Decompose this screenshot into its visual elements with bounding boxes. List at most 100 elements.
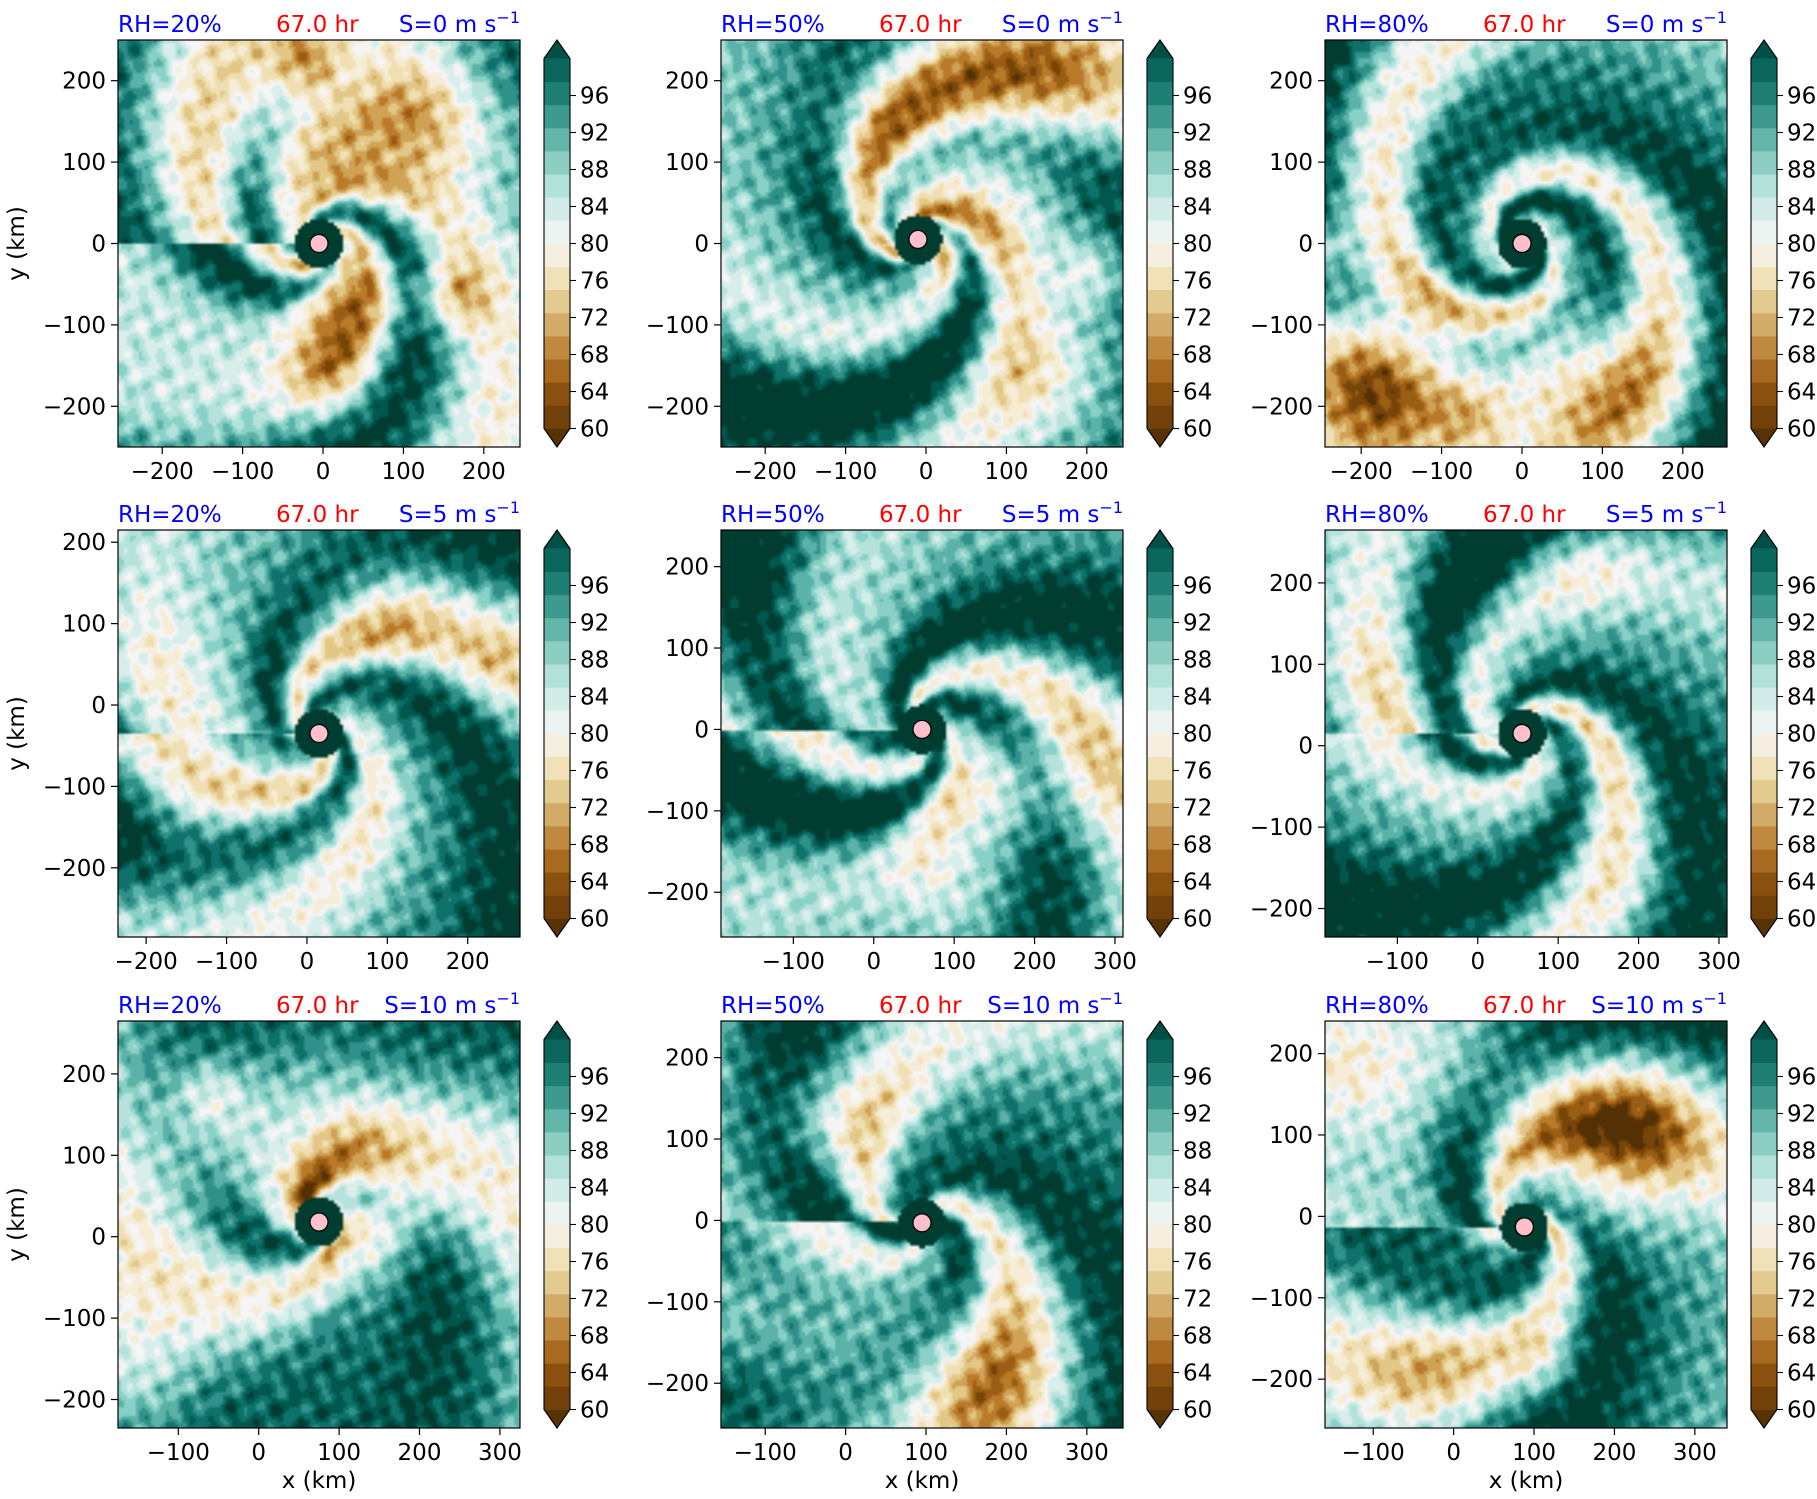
- colorbar-level: [1147, 710, 1173, 734]
- rh-label: RH=50%: [721, 12, 825, 38]
- colorbar-tick-label: 84: [1183, 195, 1212, 221]
- colorbar-level: [544, 687, 570, 711]
- colorbar-tick-label: 84: [580, 685, 609, 711]
- storm-center-marker: [912, 719, 932, 740]
- colorbar-level: [1147, 1132, 1173, 1156]
- colorbar-level: [1751, 1108, 1777, 1133]
- colorbar-level: [1147, 895, 1173, 919]
- colorbar-level: [1147, 58, 1173, 83]
- y-tick-label: 200: [1269, 1042, 1313, 1068]
- time-label: 67.0 hr: [1483, 993, 1566, 1019]
- rh-label: RH=80%: [1325, 993, 1429, 1019]
- colorbar-level: [544, 849, 570, 873]
- colorbar-extend-max: [1751, 40, 1777, 59]
- colorbar-level: [1751, 826, 1777, 850]
- colorbar-tick-label: 72: [580, 306, 609, 332]
- colorbar-level: [1751, 1293, 1777, 1318]
- colorbar-level: [544, 779, 570, 804]
- colorbar-extend-min: [1751, 1409, 1777, 1428]
- y-axis-label: y (km): [4, 696, 30, 771]
- colorbar-level: [544, 872, 570, 896]
- colorbar-tick-label: 68: [1183, 833, 1212, 859]
- colorbar-tick-label: 72: [1787, 796, 1816, 822]
- y-tick-label: −100: [1250, 815, 1313, 841]
- colorbar-level: [1147, 220, 1173, 244]
- colorbar-tick-label: 88: [580, 158, 609, 184]
- panel-r0c1: −200 −100 0 100 200 −200 −100 0 100 200 RH=50% 67.0…: [646, 8, 1212, 485]
- colorbar-tick-label: 64: [1787, 380, 1816, 406]
- x-tick-label: −100: [814, 459, 877, 485]
- y-tick-label: −200: [646, 1371, 709, 1397]
- colorbar-level: [1147, 1108, 1173, 1133]
- colorbar-level: [544, 548, 570, 573]
- shear-label: S=0 m s−1: [1606, 8, 1727, 38]
- colorbar: 60 64 68 72 76 80 84 88 92 96: [1146, 39, 1212, 448]
- colorbar-level: [1751, 802, 1777, 827]
- colorbar-level: [1147, 664, 1173, 688]
- y-tick-label: 200: [665, 555, 709, 581]
- panel-r0c0: −200 −100 0 100 200 −200 −100 0 100 200 RH=20% 67.0…: [4, 8, 609, 485]
- colorbar-level: [544, 1201, 570, 1225]
- colorbar-level: [544, 104, 570, 129]
- y-tick-label: −100: [43, 313, 106, 339]
- colorbar-tick-label: 60: [580, 907, 609, 933]
- colorbar: 60 64 68 72 76 80 84 88 92 96: [543, 1020, 609, 1429]
- colorbar-level: [1751, 733, 1777, 758]
- time-label: 67.0 hr: [276, 993, 359, 1019]
- colorbar-level: [1751, 1340, 1777, 1364]
- x-tick-label: −100: [1342, 1440, 1405, 1466]
- colorbar-tick-label: 76: [1183, 759, 1212, 785]
- colorbar-level: [1751, 687, 1777, 711]
- x-tick-label: 0: [1515, 459, 1530, 485]
- x-axis-label: x (km): [282, 1468, 357, 1494]
- colorbar-level: [1751, 594, 1777, 619]
- colorbar-tick-label: 92: [580, 1102, 609, 1128]
- colorbar-level: [1751, 1085, 1777, 1110]
- colorbar-level: [544, 58, 570, 83]
- colorbar-level: [544, 641, 570, 665]
- colorbar-tick-label: 88: [1183, 158, 1212, 184]
- colorbar-tick-label: 88: [1787, 648, 1816, 674]
- time-label: 67.0 hr: [879, 12, 962, 38]
- colorbar-tick-label: 68: [580, 343, 609, 369]
- colorbar-level: [544, 710, 570, 734]
- colorbar-level: [1751, 756, 1777, 781]
- colorbar-level: [1147, 687, 1173, 711]
- colorbar-tick-label: 96: [1183, 1065, 1212, 1091]
- colorbar-level: [544, 1386, 570, 1410]
- colorbar-tick-label: 96: [580, 574, 609, 600]
- colorbar-level: [544, 1293, 570, 1318]
- x-tick-label: −100: [1410, 459, 1473, 485]
- colorbar-tick-label: 92: [580, 611, 609, 637]
- colorbar-tick-label: 84: [1787, 1176, 1816, 1202]
- colorbar-level: [1751, 382, 1777, 406]
- colorbar-tick-label: 92: [1183, 1102, 1212, 1128]
- rh-label: RH=50%: [721, 993, 825, 1019]
- colorbar-level: [1751, 104, 1777, 129]
- colorbar-level: [1147, 127, 1173, 152]
- colorbar-extend-max: [1147, 40, 1173, 59]
- colorbar-level: [1147, 359, 1173, 383]
- y-tick-label: 200: [665, 1046, 709, 1072]
- colorbar-tick-label: 92: [580, 121, 609, 147]
- colorbar-level: [544, 571, 570, 596]
- y-tick-label: 0: [1298, 734, 1313, 760]
- colorbar-tick-label: 84: [1183, 685, 1212, 711]
- colorbar-tick-label: 64: [1183, 380, 1212, 406]
- y-tick-label: 100: [665, 1127, 709, 1153]
- colorbar-level: [1751, 266, 1777, 291]
- colorbar-tick-label: 72: [1183, 306, 1212, 332]
- colorbar-tick-label: 92: [1183, 611, 1212, 637]
- colorbar-level: [544, 1178, 570, 1202]
- colorbar-tick-label: 88: [580, 1139, 609, 1165]
- x-tick-label: 200: [1592, 1440, 1636, 1466]
- colorbar-tick-label: 96: [1183, 574, 1212, 600]
- y-tick-label: 100: [62, 1143, 106, 1169]
- x-tick-label: 300: [1673, 1440, 1717, 1466]
- colorbar-extend-min: [544, 428, 570, 447]
- colorbar-level: [544, 1062, 570, 1087]
- x-tick-label: 200: [446, 949, 490, 975]
- storm-center-marker: [1512, 233, 1532, 254]
- colorbar-tick-label: 88: [1787, 1139, 1816, 1165]
- rh-label: RH=80%: [1325, 502, 1429, 528]
